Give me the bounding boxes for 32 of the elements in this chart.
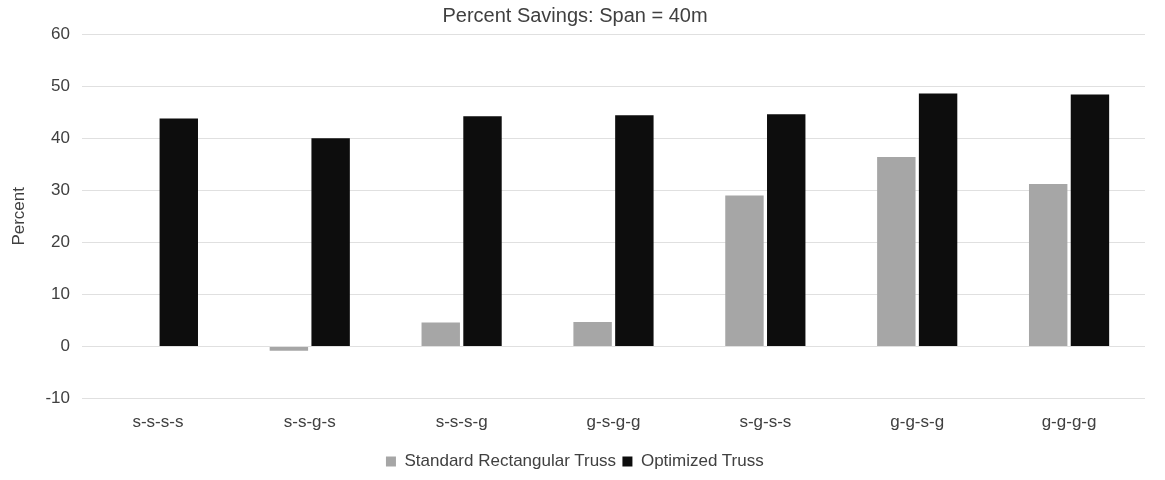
- bar: [918, 93, 958, 347]
- bar: [877, 156, 916, 347]
- y-tick-label: 60: [51, 23, 70, 43]
- y-axis-title: Percent: [8, 186, 28, 246]
- bar: [725, 195, 764, 347]
- x-tick-label: g-g-g-g: [1041, 412, 1097, 432]
- bar: [767, 114, 806, 347]
- y-tick-label: 10: [51, 284, 70, 304]
- chart-title: Percent Savings: Span = 40m: [442, 3, 708, 26]
- y-tick-label: 0: [60, 336, 70, 356]
- x-tick-label: s-s-g-s: [283, 412, 336, 432]
- bar: [311, 138, 350, 347]
- x-tick-label: s-s-s-s: [132, 412, 184, 432]
- bar: [1028, 184, 1068, 347]
- x-tick-label: g-s-g-g: [586, 412, 641, 432]
- y-tick-label: -10: [45, 388, 70, 408]
- bar: [1070, 94, 1110, 347]
- bar: [269, 347, 309, 351]
- y-tick-label: 40: [51, 127, 70, 147]
- legend-label: Optimized Truss: [640, 451, 764, 471]
- bar: [421, 322, 460, 347]
- x-tick-label: g-g-s-g: [890, 412, 945, 432]
- y-tick-label: 20: [51, 232, 70, 252]
- bar: [573, 322, 612, 347]
- x-tick-label: s-g-s-s: [739, 412, 792, 432]
- bar: [463, 116, 502, 347]
- bar: [159, 118, 198, 347]
- legend-label: Standard Rectangular Truss: [404, 451, 617, 471]
- y-tick-label: 50: [51, 75, 70, 95]
- x-tick-label: s-s-s-g: [435, 412, 488, 432]
- y-tick-label: 30: [51, 179, 70, 199]
- bar: [615, 115, 654, 347]
